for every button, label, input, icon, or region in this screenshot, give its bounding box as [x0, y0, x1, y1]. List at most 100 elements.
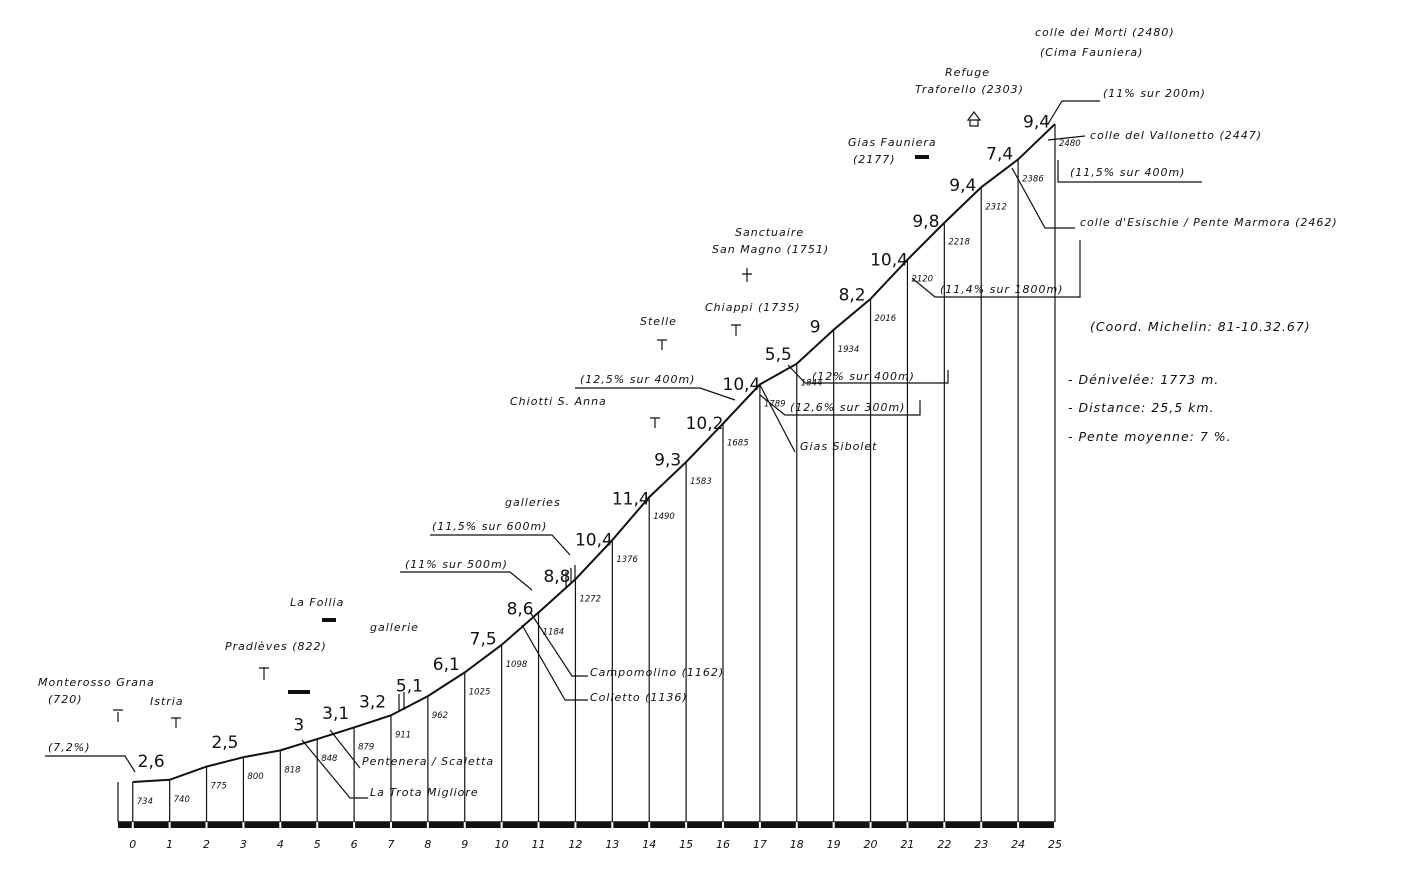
gradient-label: 9,4: [949, 176, 976, 196]
gradient-label: 9,3: [654, 451, 681, 471]
altitude-label: 1685: [727, 439, 749, 449]
annotation: - Distance: 25,5 km.: [1068, 400, 1215, 415]
annotation: (7,2%): [48, 741, 91, 754]
gradient-label: 5,5: [765, 345, 792, 365]
annotation: (11% sur 200m): [1103, 87, 1206, 100]
annotation: (12% sur 400m): [812, 370, 915, 383]
annotations: colle dei Morti (2480) (Cima Fauniera) R…: [38, 26, 1338, 799]
x-tick-label: 1: [166, 838, 173, 851]
x-tick-label: 0: [129, 838, 136, 851]
x-tick-label: 9: [461, 838, 468, 851]
altitude-label: 1098: [506, 660, 528, 670]
gradient-label: 8,2: [839, 285, 866, 305]
annotation: colle d'Esischie / Pente Marmora (2462): [1080, 216, 1338, 229]
gradient-label: 10,4: [575, 531, 613, 551]
dash-icon: [322, 618, 336, 622]
altitude-label: 775: [211, 782, 227, 792]
altitude-label: 2218: [948, 238, 970, 248]
annotation: (11,5% sur 400m): [1070, 166, 1185, 179]
leader: [1057, 160, 1202, 183]
annotation: (11% sur 500m): [405, 558, 508, 571]
annotation: La Follia: [290, 596, 344, 609]
annotation: Stelle: [640, 315, 677, 328]
gradient-label: 8,8: [543, 567, 570, 587]
gradient-label: 11,4: [612, 490, 650, 510]
annotation: colle del Vallonetto (2447): [1090, 129, 1262, 142]
gradient-label: 7,5: [470, 630, 497, 650]
cross-icons: [113, 268, 752, 728]
altitude-label: 2312: [985, 202, 1007, 212]
annotation: - Pente moyenne: 7 %.: [1068, 429, 1232, 444]
x-tick-label: 15: [679, 838, 693, 851]
x-tick-label: 3: [240, 838, 247, 851]
annotation: Traforello (2303): [915, 83, 1024, 96]
leader: [575, 387, 736, 401]
altitude-label: 734: [137, 797, 153, 807]
gradient-label: 10,4: [723, 375, 761, 395]
x-tick-label: 25: [1048, 838, 1062, 851]
annotation: Gias Sibolet: [800, 440, 877, 453]
altitude-label: 1490: [653, 512, 675, 522]
altitude-label: 848: [321, 754, 338, 764]
refuge-icon: [966, 111, 982, 127]
annotation: (11,5% sur 600m): [432, 520, 547, 533]
altitude-label: 911: [395, 730, 411, 740]
leader: [521, 624, 588, 701]
x-tick-label: 24: [1011, 838, 1025, 851]
leader: [1011, 167, 1075, 229]
altitude-label: 740: [174, 795, 190, 805]
gradient-label: 10,2: [686, 414, 724, 434]
altitude-label: 1376: [616, 555, 638, 565]
gradient-label: 5,1: [396, 677, 423, 697]
annotation: Sanctuaire: [735, 226, 804, 239]
annotation: (Coord. Michelin: 81-10.32.67): [1090, 319, 1311, 334]
altitude-label: 1789: [764, 399, 786, 409]
leader: [301, 739, 368, 799]
annotation: Gias Fauniera: [848, 136, 937, 149]
x-tick-label: 10: [495, 838, 509, 851]
leader: [329, 729, 361, 769]
annotation: (Cima Fauniera): [1040, 46, 1143, 59]
annotation: (11,4% sur 1800m): [940, 283, 1063, 296]
annotation: La Trota Migliore: [370, 786, 479, 799]
altitude-label: 800: [247, 772, 263, 782]
altitude-label: 818: [284, 765, 301, 775]
x-tick-label: 19: [827, 838, 841, 851]
annotation: Colletto (1136): [590, 691, 688, 704]
gradient-label: 7,4: [986, 144, 1013, 164]
altitude-label: 2386: [1022, 174, 1044, 184]
altitude-label: 879: [358, 742, 374, 752]
x-tick-label: 14: [642, 838, 656, 851]
leader: [1047, 135, 1086, 141]
leader: [529, 611, 588, 677]
dash-icon: [288, 690, 310, 694]
annotation: Pradlèves (822): [225, 640, 327, 653]
leader: [400, 571, 533, 591]
x-tick-label: 6: [351, 838, 358, 851]
annotation: colle dei Morti (2480): [1035, 26, 1175, 39]
annotation: Refuge: [945, 66, 990, 79]
altitude-label: 1025: [469, 687, 491, 697]
altitude-label: 962: [432, 711, 448, 721]
annotation: (12,6% sur 300m): [790, 401, 905, 414]
gradient-label: 9,8: [912, 212, 939, 232]
x-tick-label: 16: [716, 838, 730, 851]
gradient-label: 9: [810, 318, 821, 338]
x-tick-label: 7: [387, 838, 394, 851]
x-tick-label: 21: [900, 838, 914, 851]
x-tick-label: 5: [314, 838, 321, 851]
annotation: (12,5% sur 400m): [580, 373, 695, 386]
annotation: Chiotti S. Anna: [510, 395, 607, 408]
leader: [1047, 100, 1100, 125]
x-tick-label: 13: [605, 838, 619, 851]
x-tick-label: 17: [753, 838, 767, 851]
altitude-label: 1583: [690, 477, 712, 487]
altitude-label: 1844: [801, 379, 823, 389]
annotation: galleries: [505, 496, 561, 509]
altitude-label: 1184: [543, 627, 565, 637]
gradient-label: 8,6: [507, 600, 534, 620]
leader: [911, 240, 1081, 298]
x-tick-label: 11: [532, 838, 546, 851]
gradient-label: 3: [293, 716, 304, 736]
